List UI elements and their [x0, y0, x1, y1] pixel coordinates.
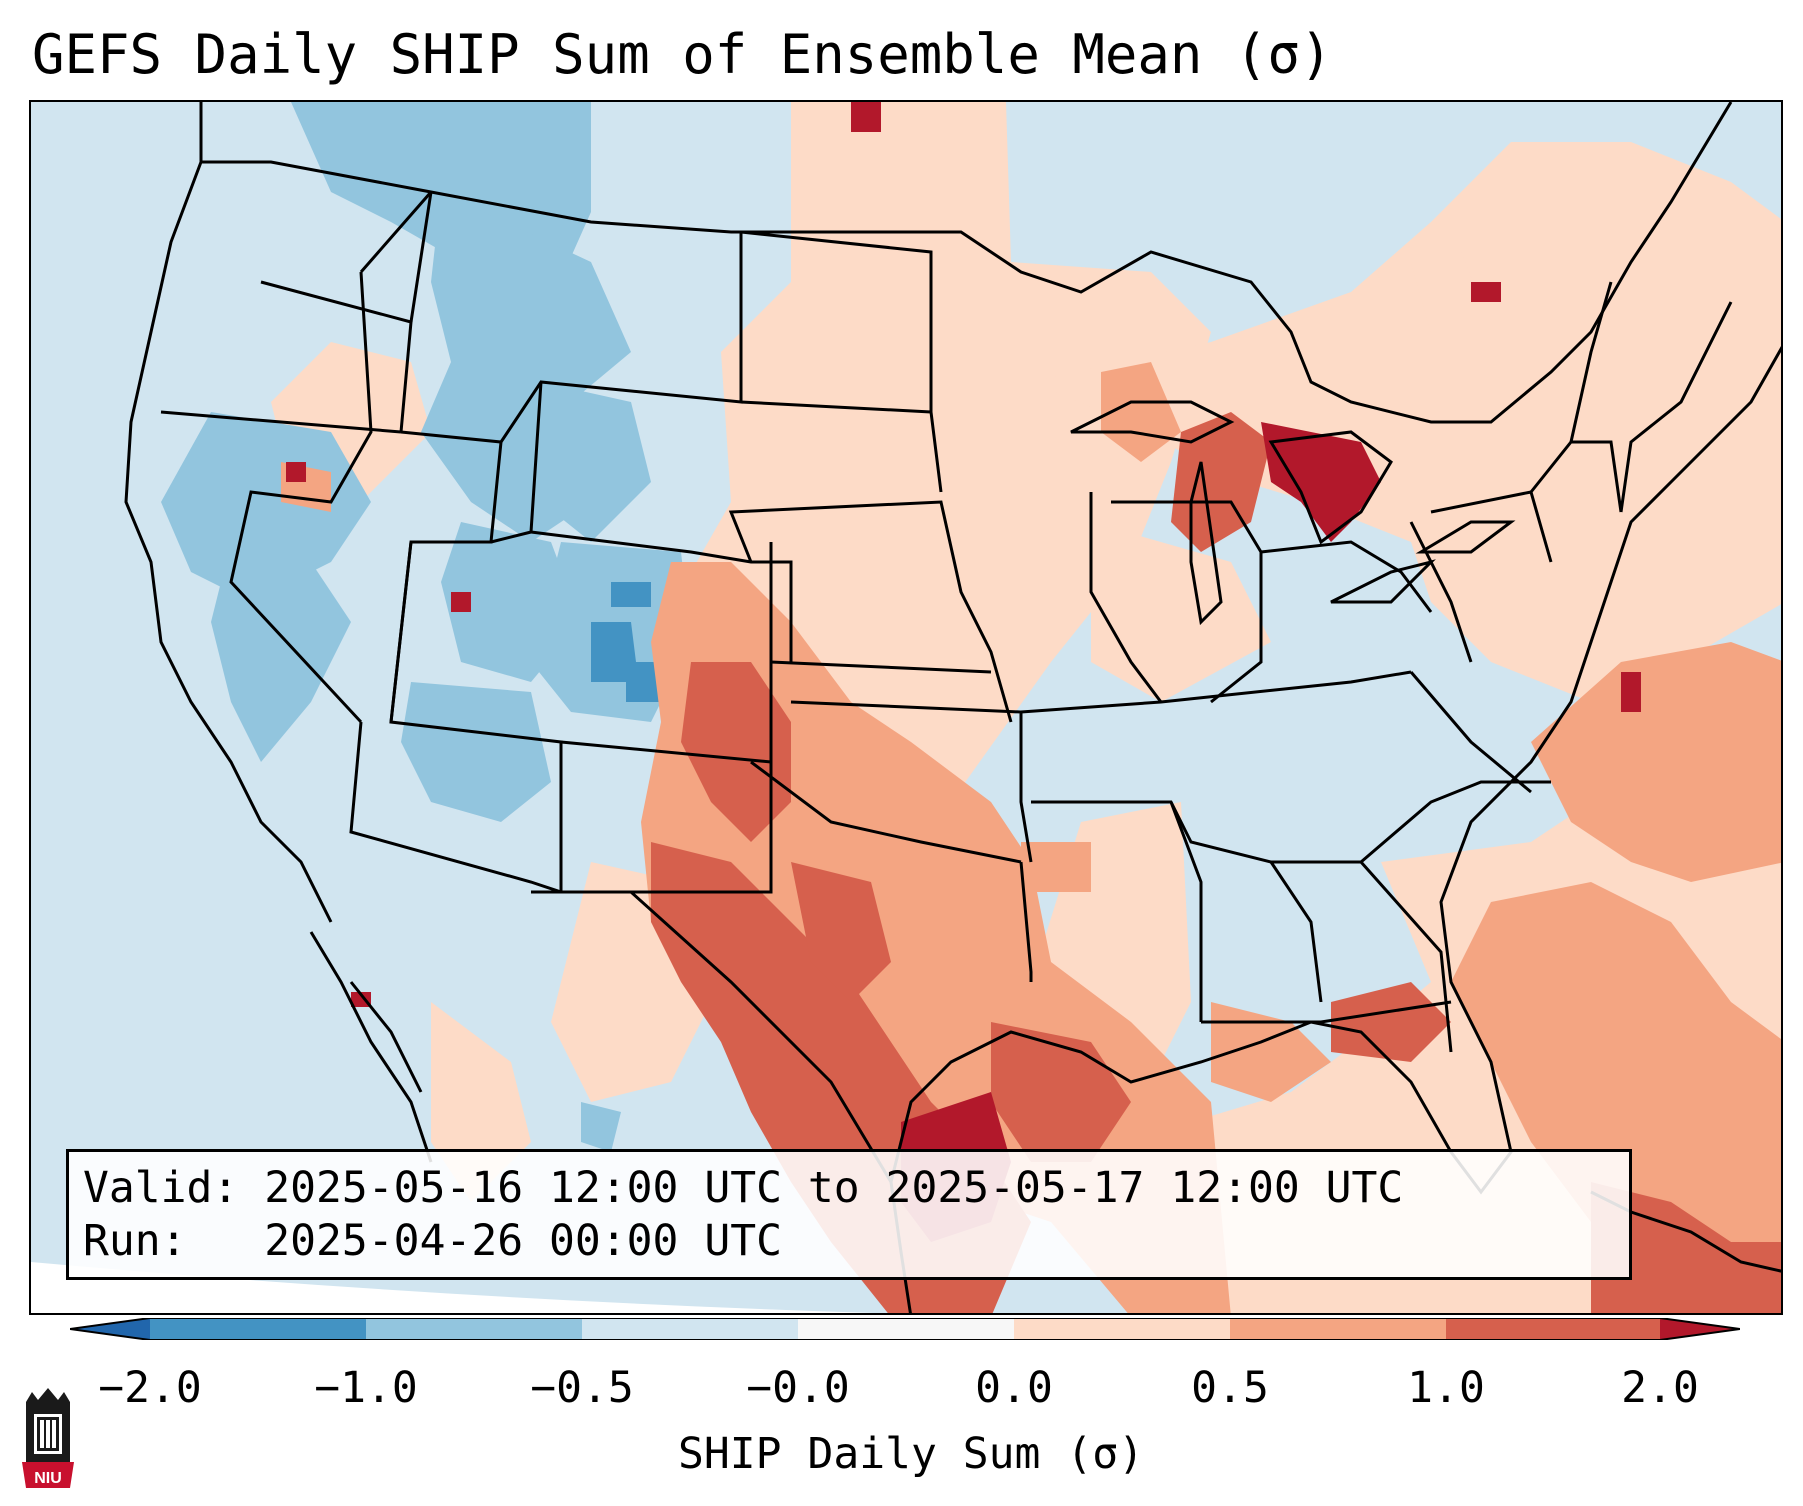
colorbar-tick-label: 0.5	[1191, 1363, 1269, 1413]
anomaly-medium-cool	[161, 102, 691, 1152]
valid-value: 2025-05-16 12:00 UTC to 2025-05-17 12:00…	[264, 1163, 1404, 1213]
svg-text:NIU: NIU	[34, 1470, 62, 1487]
colorbar-tick-label: 2.0	[1621, 1363, 1699, 1413]
colorbar-tick-label: −0.5	[530, 1363, 634, 1413]
great-lakes	[1070, 400, 1516, 626]
valid-label: Valid:	[83, 1163, 239, 1213]
projection-edge-left	[31, 1262, 875, 1313]
colorbar-bin-3	[582, 1318, 798, 1340]
validity-info-box: Valid: 2025-05-16 12:00 UTC to 2025-05-1…	[66, 1149, 1632, 1280]
colorbar-bin-5	[1014, 1318, 1230, 1340]
colorbar-extend-high	[1660, 1318, 1740, 1340]
colorbar-tick-label: −1.0	[314, 1363, 418, 1413]
state-borders	[124, 102, 1733, 1183]
colorbar-bin-1	[150, 1318, 366, 1340]
colorbar-tick-label: 0.0	[975, 1363, 1053, 1413]
colorbar-tick-label: 1.0	[1407, 1363, 1485, 1413]
colorbar	[70, 1318, 1740, 1340]
colorbar-bin-4	[798, 1318, 1014, 1340]
niu-logo-icon: NIU	[22, 1388, 74, 1488]
colorbar-tick-label: −2.0	[98, 1363, 202, 1413]
colorbar-extend-low	[70, 1318, 150, 1340]
run-value: 2025-04-26 00:00 UTC	[264, 1216, 782, 1266]
colorbar-bin-2	[366, 1318, 582, 1340]
colorbar-tick-label: −0.0	[746, 1363, 850, 1413]
valid-row: Valid: 2025-05-16 12:00 UTC to 2025-05-1…	[83, 1162, 1615, 1215]
colorbar-bin-6	[1230, 1318, 1446, 1340]
map-canvas	[31, 102, 1781, 1313]
run-row: Run: 2025-04-26 00:00 UTC	[83, 1215, 1615, 1268]
anomaly-strong-cool	[591, 582, 661, 702]
chart-title: GEFS Daily SHIP Sum of Ensemble Mean (σ)	[32, 23, 1333, 86]
colorbar-bin-7	[1446, 1318, 1660, 1340]
map-panel[interactable]	[29, 100, 1783, 1315]
colorbar-label: SHIP Daily Sum (σ)	[678, 1429, 1144, 1479]
run-label: Run:	[83, 1216, 187, 1266]
